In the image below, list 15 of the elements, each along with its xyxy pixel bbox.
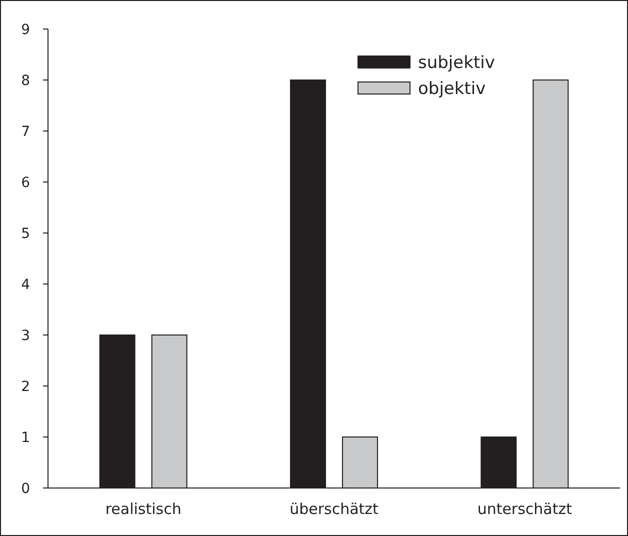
y-tick-label: 3 [21, 328, 30, 344]
y-tick-label: 0 [21, 480, 30, 497]
y-tick-label: 4 [21, 276, 30, 293]
y-tick-label: 2 [21, 378, 30, 395]
y-tick-label: 9 [21, 22, 30, 38]
y-tick-label: 1 [21, 430, 30, 446]
legend-label: objektiv [418, 78, 486, 99]
y-tick-label: 7 [21, 124, 30, 140]
x-tick-label: unterschätzt [477, 500, 572, 518]
y-tick-label: 5 [21, 226, 30, 242]
x-tick-label: realistisch [105, 500, 182, 518]
x-tick-label: überschätzt [290, 500, 379, 518]
y-tick-label: 6 [21, 174, 30, 191]
legend-label: subjektiv [418, 52, 495, 73]
y-tick-label: 8 [21, 72, 30, 89]
